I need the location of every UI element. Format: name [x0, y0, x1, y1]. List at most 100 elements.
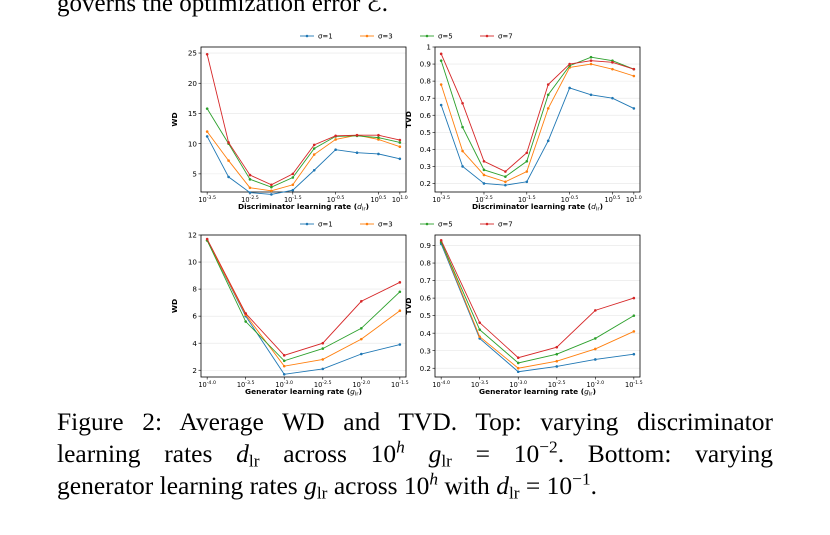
tick-label: 10-4.0 — [198, 380, 216, 389]
tick-label: 10-4.0 — [432, 380, 450, 389]
data-point — [504, 180, 507, 184]
axis-math: g — [584, 387, 589, 396]
data-point — [478, 328, 481, 331]
data-point — [355, 133, 359, 137]
y-tick-label: 0.8 — [420, 259, 432, 268]
legend-entry-1: σ=1 — [318, 221, 333, 229]
data-point — [555, 345, 559, 349]
series-line-4 — [206, 54, 400, 186]
x-axis-label: Discriminator learning rate (dlr) — [472, 202, 603, 213]
data-point — [555, 365, 559, 368]
caption-sup-m2: −2 — [539, 437, 558, 457]
data-point — [594, 358, 597, 361]
tick-exponent: -3.5 — [245, 380, 254, 386]
data-point — [248, 173, 252, 177]
data-point — [482, 168, 486, 172]
tick-exponent: -2.5 — [250, 195, 259, 201]
data-point — [377, 136, 380, 139]
data-point — [227, 175, 230, 179]
tick-exponent: -1.5 — [633, 380, 642, 386]
caption-sub-lr: lr — [316, 483, 328, 503]
data-point — [516, 370, 520, 374]
data-point — [205, 135, 209, 138]
series-line-1 — [440, 243, 634, 373]
data-point — [589, 93, 593, 97]
tick-label: 10-1.5 — [625, 380, 643, 389]
caption-text: . — [590, 471, 597, 500]
data-point — [205, 107, 209, 110]
data-point — [291, 188, 295, 192]
tick-label: 10-2.5 — [314, 380, 332, 389]
data-point — [525, 180, 529, 184]
figure-caption: Figure 2: Average WD and TVD. Top: varyi… — [57, 406, 773, 502]
axis-paren: ) — [600, 202, 603, 211]
legend-entry-2: σ=3 — [378, 221, 393, 229]
tick-exponent: -3.5 — [479, 380, 488, 386]
data-point — [439, 59, 443, 62]
data-point — [525, 170, 529, 173]
data-point — [282, 359, 286, 363]
data-point — [227, 159, 230, 162]
data-point — [439, 238, 443, 242]
tick-label: 10-3.0 — [275, 380, 293, 389]
data-point — [594, 337, 597, 340]
y-tick-label: 5 — [192, 169, 197, 178]
caption-text: generator learning rates — [57, 471, 305, 500]
chart-bottom-left: 2 4 6 8 10 12 10-4.0 10-3.5 10-3.0 10-2.5 10-2.0 10… — [170, 231, 409, 398]
data-point — [555, 359, 559, 363]
data-point — [360, 337, 363, 341]
y-tick-label: 6 — [192, 312, 197, 321]
data-point — [334, 138, 337, 141]
data-point — [398, 281, 402, 284]
axis-paren: ) — [593, 387, 596, 396]
tick-label: 10-3.5 — [432, 195, 450, 204]
y-tick-label: 0.6 — [420, 294, 432, 303]
data-point — [205, 52, 209, 56]
tick-label: 10-1.5 — [518, 195, 536, 204]
chart-top-left: 5 10 15 20 25 10-3.5 10-2.5 10-1.5 10-0.5 100.5 10… — [170, 46, 408, 213]
y-tick-label: 0.9 — [420, 241, 432, 250]
tick-exponent: -2.0 — [361, 380, 370, 386]
caption-text: learning rates — [57, 439, 237, 468]
tick-exponent: 1.0 — [634, 195, 642, 201]
tick-exponent: -0.5 — [569, 195, 578, 201]
data-point — [334, 148, 337, 152]
tick-label: 10-2.5 — [241, 195, 259, 204]
data-point — [589, 59, 593, 62]
series-line-4 — [440, 53, 634, 173]
tick-label: 10-2.5 — [548, 380, 566, 389]
y-tick-label: 10 — [188, 139, 198, 148]
caption-text: across 10 — [259, 439, 397, 468]
series-line-1 — [440, 87, 635, 186]
data-point — [546, 83, 550, 86]
data-point — [282, 372, 286, 376]
data-point — [244, 320, 247, 323]
y-tick-label: 0.2 — [420, 364, 431, 373]
series-line-2 — [206, 240, 401, 367]
data-point — [398, 141, 402, 144]
y-tick-label: 0.2 — [420, 179, 431, 188]
data-point — [482, 182, 486, 185]
y-tick-label: 0.4 — [420, 145, 432, 154]
legend-entry-4: σ=7 — [498, 221, 513, 229]
data-point — [270, 189, 273, 193]
data-point — [439, 83, 443, 86]
legend-marker — [425, 34, 429, 38]
tick-exponent: -2.5 — [322, 380, 331, 386]
data-point — [398, 157, 402, 161]
tick-exponent: -1.5 — [399, 380, 408, 386]
series-line-2 — [206, 131, 400, 192]
legend-marker — [485, 34, 489, 38]
y-tick-label: 0.5 — [420, 311, 431, 320]
y-tick-label: 2 — [192, 366, 197, 375]
tick-exponent: -1.5 — [526, 195, 535, 201]
caption-text: with — [438, 471, 497, 500]
data-point — [377, 138, 380, 141]
y-axis-label: TVD — [404, 111, 413, 128]
data-point — [504, 170, 507, 173]
data-point — [291, 183, 295, 187]
series-line-2 — [440, 241, 635, 369]
chart-top-right: 0.2 0.3 0.4 0.5 0.6 0.7 0.8 0.9 1 10-3.5 10-2.5 10-… — [404, 43, 642, 213]
tick-label: 10-0.5 — [561, 195, 579, 204]
tick-label: 10-3.0 — [509, 380, 527, 389]
